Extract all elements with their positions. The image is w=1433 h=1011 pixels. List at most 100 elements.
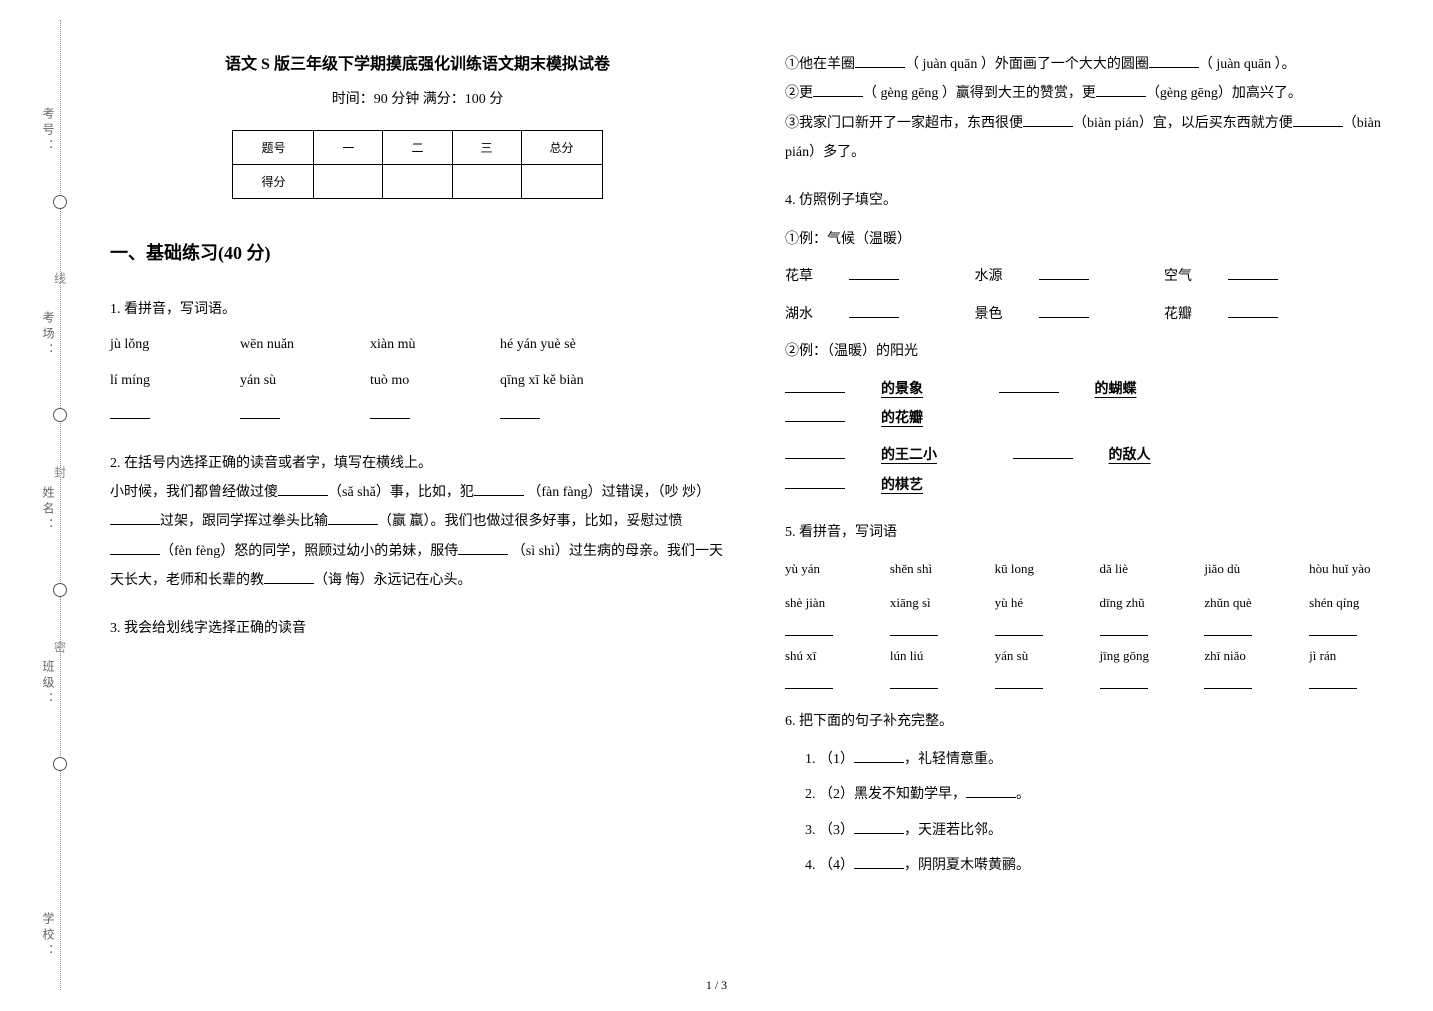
left-column: 语文 S 版三年级下学期摸底强化训练语文期末模拟试卷 时间：90 分钟 满分：1… bbox=[110, 50, 725, 898]
pinyin-item: shěn shì bbox=[890, 555, 981, 582]
item-num: （1） bbox=[819, 752, 854, 767]
fill-label: 空气 bbox=[1164, 262, 1192, 291]
binding-circle bbox=[53, 195, 67, 209]
question-4: 4. 仿照例子填空。 ①例：气候（温暖） 花草 水源 空气 湖水 景色 花瓣 ②… bbox=[785, 186, 1400, 501]
question-head: 1. 看拼音，写词语。 bbox=[110, 295, 725, 324]
answer-blank bbox=[474, 482, 524, 496]
blank-row bbox=[110, 401, 725, 430]
pinyin-item: dǎ liè bbox=[1100, 555, 1191, 582]
question-6: 6. 把下面的句子补充完整。 （1），礼轻情意重。 （2）黑发不知勤学早，。 （… bbox=[785, 707, 1400, 880]
pinyin-item: yù hé bbox=[995, 589, 1086, 616]
answer-blank bbox=[1096, 83, 1146, 97]
pinyin-item: yán sù bbox=[995, 642, 1086, 669]
binding-seg-text: 密 bbox=[52, 641, 69, 659]
score-table: 题号 一 二 三 总分 得分 bbox=[232, 130, 602, 199]
answer-blank bbox=[995, 675, 1043, 689]
item-num: （3） bbox=[819, 823, 854, 838]
question-1: 1. 看拼音，写词语。 jù lǒng wēn nuǎn xiàn mù hé … bbox=[110, 295, 725, 431]
fill-row-underlined: 的景象 的蝴蝶 的花瓣 bbox=[785, 375, 1400, 434]
question-head: 3. 我会给划线字选择正确的读音 bbox=[110, 614, 725, 643]
answer-blank bbox=[1039, 266, 1089, 280]
question-head: 2. 在括号内选择正确的读音或者字，填写在横线上。 bbox=[110, 449, 725, 478]
body-text: （赢 蠃）。我们也做过很多好事，比如，妥慰过愤 bbox=[378, 514, 683, 529]
question-head: 4. 仿照例子填空。 bbox=[785, 186, 1400, 215]
binding-label: 班级： bbox=[40, 660, 57, 708]
body-text: ①他在羊圈 bbox=[785, 57, 855, 72]
answer-blank bbox=[849, 266, 899, 280]
binding-circle bbox=[53, 583, 67, 597]
fill-label: 的王二小 bbox=[881, 441, 937, 470]
fill-label: 的花瓣 bbox=[881, 404, 923, 433]
answer-blank bbox=[1100, 622, 1148, 636]
answer-blank bbox=[854, 855, 904, 869]
score-header: 二 bbox=[383, 131, 452, 165]
binding-dotted-line bbox=[60, 20, 61, 990]
fill-label: 景色 bbox=[975, 300, 1003, 329]
answer-blank bbox=[370, 405, 410, 419]
body-text: ③我家门口新开了一家超市，东西很便 bbox=[785, 116, 1023, 131]
answer-blank bbox=[813, 83, 863, 97]
right-column: ①他在羊圈（ juàn quān ）外面画了一个大大的圆圈（ juàn quān… bbox=[785, 50, 1400, 898]
fill-label: 的蝴蝶 bbox=[1095, 375, 1137, 404]
binding-seg-text: 线 bbox=[52, 272, 69, 290]
pinyin-item: yán sù bbox=[240, 366, 350, 395]
question-body: 小时候，我们都曾经做过傻（sǎ shǎ）事，比如，犯 （fàn fàng）过错误… bbox=[110, 478, 725, 596]
answer-blank bbox=[785, 445, 845, 459]
item-tail: ，阴阴夏木啭黄鹂。 bbox=[904, 858, 1030, 873]
answer-blank bbox=[785, 379, 845, 393]
score-cell bbox=[314, 165, 383, 199]
pinyin-item: shè jiàn bbox=[785, 589, 876, 616]
pinyin-item: wēn nuǎn bbox=[240, 330, 350, 359]
fill-row: 花草 水源 空气 bbox=[785, 262, 1400, 291]
pinyin-item: shén qíng bbox=[1309, 589, 1400, 616]
pinyin-item: kū long bbox=[995, 555, 1086, 582]
answer-blank bbox=[458, 541, 508, 555]
pinyin-row: lí míng yán sù tuò mo qīng xī kě biàn bbox=[110, 366, 725, 395]
pinyin-item: yù yán bbox=[785, 555, 876, 582]
sub-list: （1），礼轻情意重。 （2）黑发不知勤学早，。 （3），天涯若比邻。 （4），阴… bbox=[819, 745, 1400, 881]
page-subtitle: 时间：90 分钟 满分：100 分 bbox=[110, 88, 725, 108]
body-text: （ juàn quān ）。 bbox=[1199, 57, 1296, 72]
binding-label: 考号： bbox=[40, 107, 57, 155]
score-header: 一 bbox=[314, 131, 383, 165]
answer-blank bbox=[854, 820, 904, 834]
section-head: 一、基础练习(40 分) bbox=[110, 239, 725, 265]
item-tail: 。 bbox=[1016, 787, 1030, 802]
answer-blank bbox=[785, 622, 833, 636]
binding-circle bbox=[53, 408, 67, 422]
score-cell bbox=[383, 165, 452, 199]
pinyin-item: dīng zhǔ bbox=[1100, 589, 1191, 616]
answer-blank bbox=[1039, 304, 1089, 318]
answer-blank bbox=[890, 675, 938, 689]
binding-circle bbox=[53, 757, 67, 771]
fill-label: 的景象 bbox=[881, 375, 923, 404]
answer-blank bbox=[1013, 445, 1073, 459]
pinyin-item: hé yán yuè sè bbox=[500, 330, 610, 359]
pinyin-item: tuò mo bbox=[370, 366, 480, 395]
answer-blank bbox=[1204, 675, 1252, 689]
example-text: ②例：（温暖）的阳光 bbox=[785, 337, 1400, 366]
answer-blank bbox=[240, 405, 280, 419]
list-item: （4） ，阴阴夏木啭黄鹂。 bbox=[819, 851, 1400, 880]
body-text: （sǎ shǎ）事，比如，犯 bbox=[328, 485, 474, 500]
item-tail: ，礼轻情意重。 bbox=[904, 752, 1002, 767]
fill-label: 的棋艺 bbox=[881, 471, 923, 500]
pinyin-item: jù lǒng bbox=[110, 330, 220, 359]
table-row: 得分 bbox=[233, 165, 602, 199]
fill-label: 花瓣 bbox=[1164, 300, 1192, 329]
answer-blank bbox=[1149, 54, 1199, 68]
score-header: 总分 bbox=[521, 131, 602, 165]
answer-blank bbox=[855, 54, 905, 68]
item-tail: ，天涯若比邻。 bbox=[904, 823, 1002, 838]
item-num: （4） bbox=[819, 858, 854, 873]
answer-blank bbox=[966, 784, 1016, 798]
answer-blank bbox=[1100, 675, 1148, 689]
binding-label: 考场： bbox=[40, 311, 57, 359]
binding-label: 姓名： bbox=[40, 486, 57, 534]
answer-blank bbox=[1293, 113, 1343, 127]
answer-blank bbox=[785, 408, 845, 422]
answer-blank bbox=[890, 622, 938, 636]
pinyin-item: zhǔn què bbox=[1204, 589, 1295, 616]
answer-blank bbox=[785, 675, 833, 689]
page-number: 1 / 3 bbox=[706, 978, 727, 993]
